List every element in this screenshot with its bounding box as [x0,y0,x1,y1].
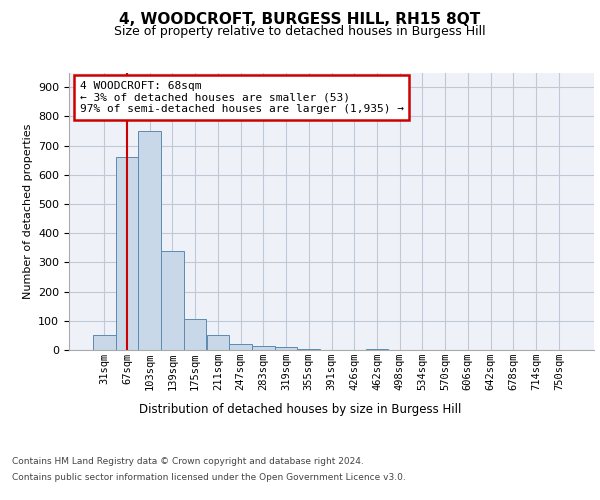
Text: Contains HM Land Registry data © Crown copyright and database right 2024.: Contains HM Land Registry data © Crown c… [12,458,364,466]
Bar [298,348,320,350]
Bar [161,250,184,350]
Text: 4 WOODCROFT: 68sqm
← 3% of detached houses are smaller (53)
97% of semi-detached: 4 WOODCROFT: 68sqm ← 3% of detached hous… [79,81,404,114]
Text: Size of property relative to detached houses in Burgess Hill: Size of property relative to detached ho… [114,25,486,38]
Y-axis label: Number of detached properties: Number of detached properties [23,124,32,299]
Bar [252,346,275,350]
Bar [365,348,388,350]
Text: Distribution of detached houses by size in Burgess Hill: Distribution of detached houses by size … [139,402,461,415]
Bar [275,347,298,350]
Bar [229,344,252,350]
Bar [206,336,229,350]
Text: Contains public sector information licensed under the Open Government Licence v3: Contains public sector information licen… [12,472,406,482]
Bar [93,336,116,350]
Text: 4, WOODCROFT, BURGESS HILL, RH15 8QT: 4, WOODCROFT, BURGESS HILL, RH15 8QT [119,12,481,28]
Bar [184,318,206,350]
Bar [139,131,161,350]
Bar [116,157,139,350]
